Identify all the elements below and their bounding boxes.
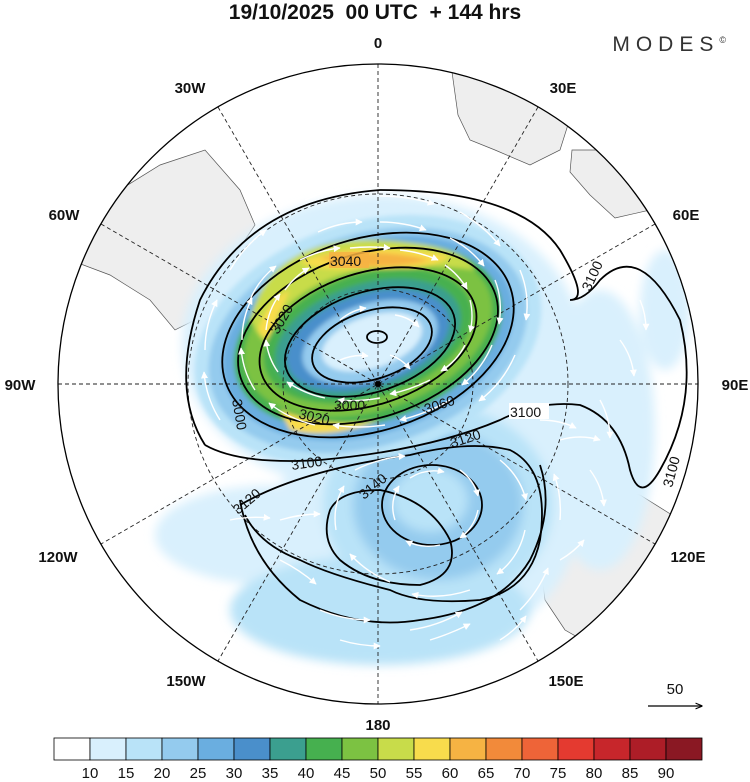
lon-label-120e: 120E (670, 549, 705, 566)
colorbar (53, 737, 703, 761)
contour-3100 (185, 189, 688, 489)
label-3000-west: 3000 (229, 398, 250, 432)
colorbar-tick-label: 65 (478, 765, 495, 782)
colorbar-tick-label: 90 (658, 765, 675, 782)
south-pole-dot (375, 381, 381, 387)
label-3020-south: 3020 (297, 405, 331, 428)
colorbar-swatch (197, 737, 235, 761)
colorbar-tick-label: 60 (442, 765, 459, 782)
lon-label-150e: 150E (548, 673, 583, 690)
colorbar-tick-label: 55 (406, 765, 423, 782)
lon-label-30e: 30E (550, 80, 577, 97)
colorbar-swatch (629, 737, 667, 761)
colorbar-tick-label: 20 (154, 765, 171, 782)
lon-label-0: 0 (374, 35, 382, 52)
colorbar-tick-label: 45 (334, 765, 351, 782)
longitude-labels: 0 30E 60E 90E 120E 150E 180 150W 120W 90… (5, 35, 749, 734)
colorbar-swatch (89, 737, 127, 761)
label-3100-south: 3100 (290, 453, 323, 473)
colorbar-tick-label: 40 (298, 765, 315, 782)
colorbar-tick-label: 30 (226, 765, 243, 782)
colorbar-swatch (161, 737, 199, 761)
contour-3140 (381, 464, 483, 546)
colorbar-swatch (305, 737, 343, 761)
lon-label-90e: 90E (722, 377, 749, 394)
chart-title: 19/10/2025 00 UTC + 144 hrs (228, 1, 522, 24)
colorbar-swatch (449, 737, 487, 761)
label-3100-east: 3100 (510, 404, 541, 420)
colorbar-swatch (413, 737, 451, 761)
lon-label-120w: 120W (38, 549, 78, 566)
contour-3120 (239, 445, 543, 603)
colorbar-swatch (233, 737, 271, 761)
reference-vector: 50 (648, 681, 702, 706)
colorbar-tick-label: 35 (262, 765, 279, 782)
colorbar-swatch (53, 737, 91, 761)
colorbar-tick-label: 10 (82, 765, 99, 782)
colorbar-tick-label: 85 (622, 765, 639, 782)
colorbar-tick-label: 70 (514, 765, 531, 782)
brand-logo: MODES© (612, 33, 726, 57)
lon-label-150w: 150W (166, 673, 206, 690)
colorbar-swatch (557, 737, 595, 761)
colorbar-swatch (377, 737, 415, 761)
label-3000-south: 3000 (334, 397, 365, 413)
colorbar-tick-label: 75 (550, 765, 567, 782)
colorbar-tick-label: 80 (586, 765, 603, 782)
colorbar-tick-label: 25 (190, 765, 207, 782)
colorbar-swatch (521, 737, 559, 761)
reference-vector-label: 50 (667, 681, 684, 698)
lon-label-90w: 90W (5, 377, 37, 394)
colorbar-swatch (341, 737, 379, 761)
colorbar-labels: 10 15 20 25 30 35 40 45 50 55 60 65 70 75 80 85 90 (82, 765, 675, 782)
lon-label-60e: 60E (673, 207, 700, 224)
map-border (57, 63, 699, 705)
label-3100-far-east: 3100 (659, 454, 683, 488)
colorbar-swatch (269, 737, 307, 761)
colorbar-swatch (593, 737, 631, 761)
contour-low-center (366, 330, 388, 344)
lon-label-60w: 60W (49, 207, 81, 224)
lon-label-30w: 30W (175, 80, 207, 97)
colorbar-swatch (485, 737, 523, 761)
brand-name: MODES (612, 33, 720, 56)
colorbar-swatch (125, 737, 163, 761)
lon-label-180: 180 (365, 717, 390, 734)
colorbar-tick-label: 50 (370, 765, 387, 782)
label-3040: 3040 (330, 253, 361, 269)
colorbar-swatch (665, 737, 703, 761)
wind-vectors (200, 182, 650, 650)
copyright-mark: © (719, 35, 726, 45)
colorbar-tick-label: 15 (118, 765, 135, 782)
